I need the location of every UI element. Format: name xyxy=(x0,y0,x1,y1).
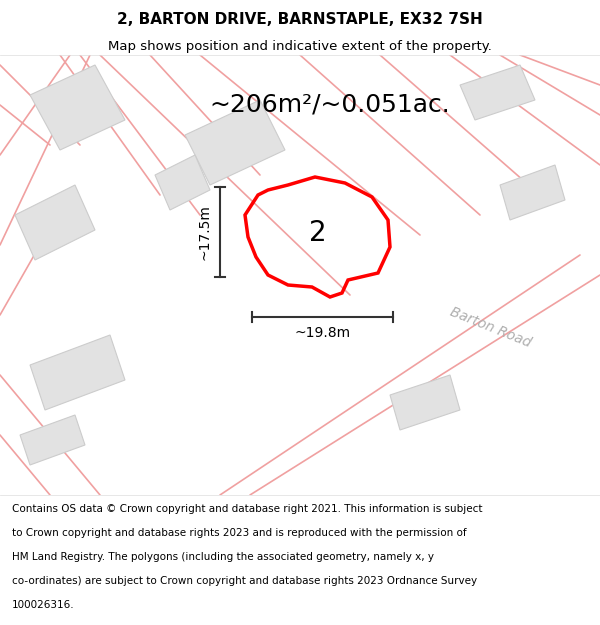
Polygon shape xyxy=(20,415,85,465)
Polygon shape xyxy=(15,185,95,260)
Polygon shape xyxy=(390,375,460,430)
Text: Map shows position and indicative extent of the property.: Map shows position and indicative extent… xyxy=(108,39,492,52)
Polygon shape xyxy=(460,65,535,120)
Text: Contains OS data © Crown copyright and database right 2021. This information is : Contains OS data © Crown copyright and d… xyxy=(12,504,482,514)
Polygon shape xyxy=(500,165,565,220)
Polygon shape xyxy=(30,335,125,410)
Text: HM Land Registry. The polygons (including the associated geometry, namely x, y: HM Land Registry. The polygons (includin… xyxy=(12,552,434,562)
Text: 2: 2 xyxy=(309,219,327,247)
Text: to Crown copyright and database rights 2023 and is reproduced with the permissio: to Crown copyright and database rights 2… xyxy=(12,528,467,538)
Text: ~17.5m: ~17.5m xyxy=(197,204,211,260)
Polygon shape xyxy=(30,65,125,150)
Text: 100026316.: 100026316. xyxy=(12,600,74,610)
Text: ~19.8m: ~19.8m xyxy=(295,326,350,340)
Text: 2, BARTON DRIVE, BARNSTAPLE, EX32 7SH: 2, BARTON DRIVE, BARNSTAPLE, EX32 7SH xyxy=(117,12,483,27)
Polygon shape xyxy=(185,100,285,185)
Text: co-ordinates) are subject to Crown copyright and database rights 2023 Ordnance S: co-ordinates) are subject to Crown copyr… xyxy=(12,576,477,586)
Polygon shape xyxy=(155,155,210,210)
Text: ~206m²/~0.051ac.: ~206m²/~0.051ac. xyxy=(209,93,451,117)
Text: Barton Road: Barton Road xyxy=(448,304,533,349)
